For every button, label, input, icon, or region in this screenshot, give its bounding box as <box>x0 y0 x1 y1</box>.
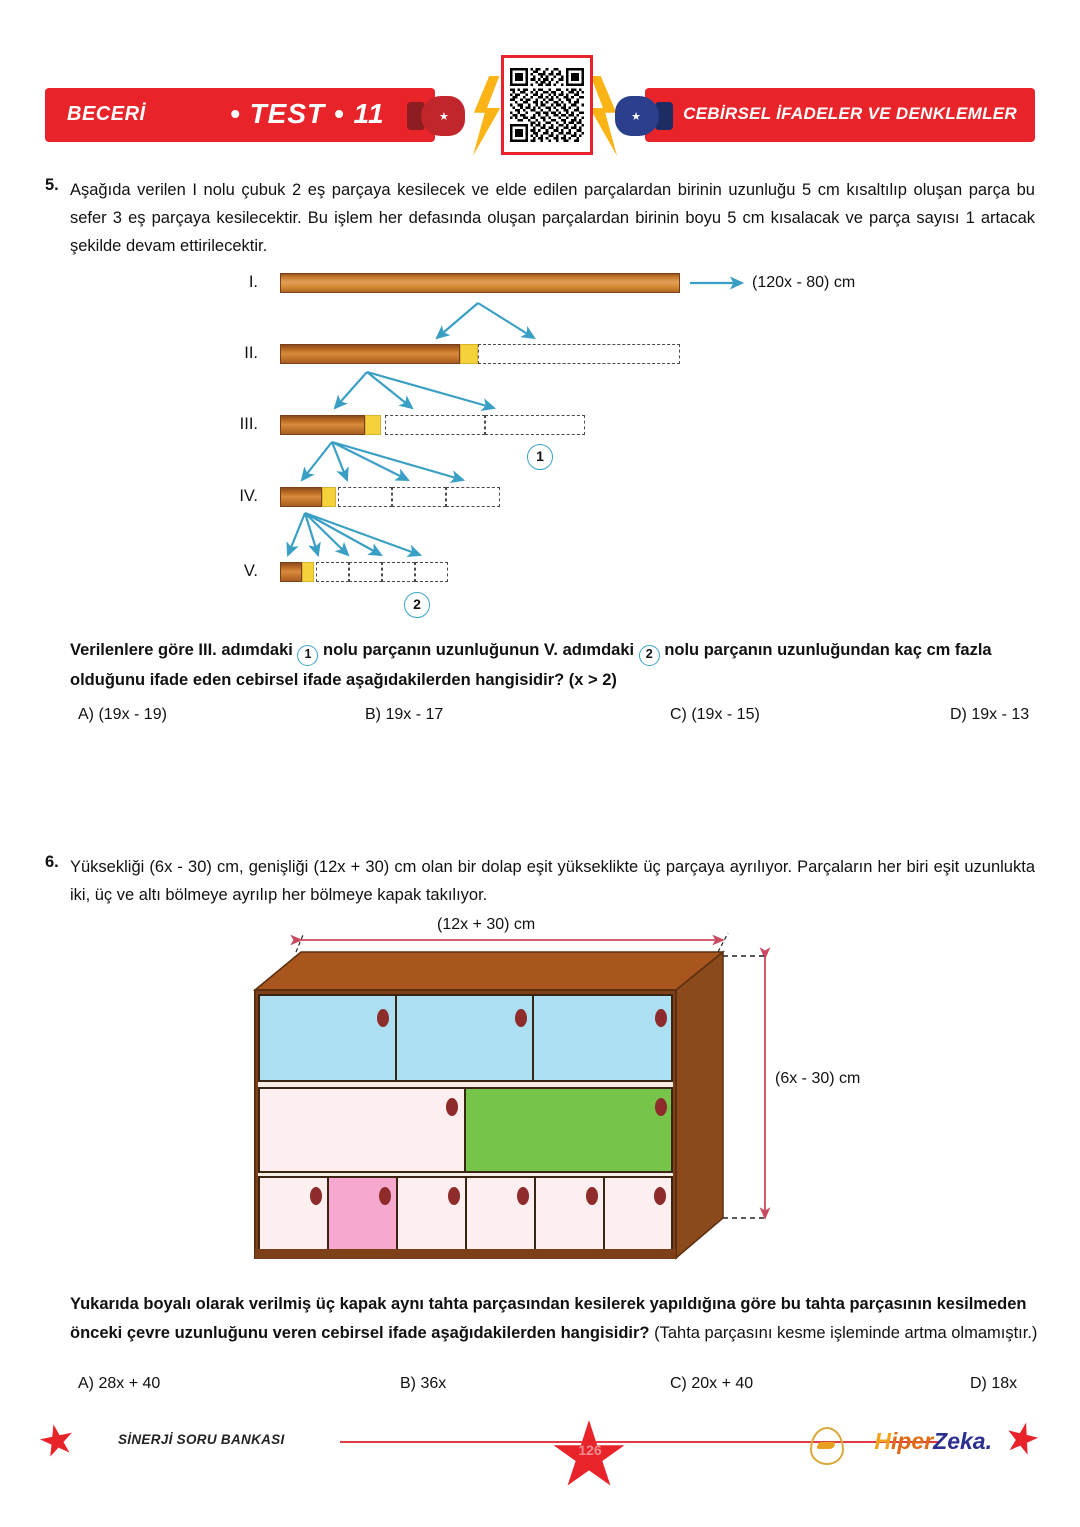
question-5-prompt-part1: Verilenlere göre III. adımdaki <box>70 641 293 659</box>
hiperzeka-logo: HiperZeka. <box>874 1428 992 1455</box>
question-5-choice-a[interactable]: A) (19x - 19) <box>78 706 167 723</box>
question-5-body: Aşağıda verilen I nolu çubuk 2 eş parçay… <box>70 181 1035 255</box>
header-bar-right <box>645 88 1035 142</box>
header-beceri-label: BECERİ <box>67 103 146 125</box>
cabinet-height-label: (6x - 30) cm <box>775 1070 861 1087</box>
rod-bar-step-4 <box>280 487 322 507</box>
question-5-prompt: Verilenlere göre III. adımdaki 1 nolu pa… <box>70 636 1060 695</box>
rod-dashed-part-3-2 <box>485 415 585 435</box>
question-6-prompt: Yukarıda boyalı olarak verilmiş üç kapak… <box>70 1290 1060 1348</box>
rod-dashed-part-5-1 <box>316 562 349 582</box>
rod-cut-marker-step-2 <box>460 344 478 364</box>
page-number: 126 <box>578 1442 602 1458</box>
rod-dashed-part-3-1 <box>385 415 485 435</box>
rod-dashed-part-5-2 <box>349 562 382 582</box>
rod-dashed-part-4-2 <box>392 487 446 507</box>
rod-step-label-3: III. <box>239 415 258 433</box>
question-5-prompt-part2: nolu parçanın uzunluğunun V. adımdaki <box>323 641 635 659</box>
rod-bar-step-5 <box>280 562 302 582</box>
question-5-prompt-marker-1: 1 <box>297 645 319 666</box>
rod-marker-1: 1 <box>527 444 553 470</box>
hiperzeka-egg-icon <box>810 1427 844 1465</box>
rod-length-annotation: (120x - 80) cm <box>752 274 856 291</box>
question-6-choice-a[interactable]: A) 28x + 40 <box>78 1375 161 1392</box>
rod-bar-step-3 <box>280 415 365 435</box>
qr-code-frame[interactable] <box>501 55 593 155</box>
question-5-number: 5. <box>45 176 59 194</box>
boxing-glove-blue-icon: ★ <box>615 96 673 136</box>
question-6-choice-c[interactable]: C) 20x + 40 <box>670 1375 754 1392</box>
question-5-choice-b[interactable]: B) 19x - 17 <box>365 706 444 723</box>
rod-marker-2: 2 <box>404 592 430 618</box>
question-6-prompt-regular: (Tahta parçasını kesme işleminde artma o… <box>654 1324 1038 1342</box>
header-bar-left <box>45 88 435 142</box>
rod-bar-step-2 <box>280 344 460 364</box>
boxing-glove-red-icon: ★ <box>407 96 465 136</box>
test-header-banner: BECERİ • TEST • 11 CEBİRSEL İFADELER VE … <box>45 55 1035 156</box>
rod-dashed-part-4-1 <box>338 487 392 507</box>
question-6-choice-b[interactable]: B) 36x <box>400 1375 447 1392</box>
question-6-body: Yüksekliği (6x - 30) cm, genişliği (12x … <box>70 858 1035 904</box>
cabinet-width-label: (12x + 30) cm <box>437 916 536 933</box>
qr-code-icon <box>510 68 584 142</box>
header-topic-label: CEBİRSEL İFADELER VE DENKLEMLER <box>683 104 1017 123</box>
rod-cut-marker-step-3 <box>365 415 381 435</box>
question-6-choice-d[interactable]: D) 18x <box>970 1375 1018 1392</box>
rod-cut-marker-step-5 <box>302 562 314 582</box>
rod-bar-step-1 <box>280 273 680 293</box>
question-5-choice-c[interactable]: C) (19x - 15) <box>670 706 760 723</box>
rod-step-label-2: II. <box>244 344 258 362</box>
question-5-prompt-part3: nolu parçanın uzunluğundan kaç cm fazla … <box>70 641 992 689</box>
question-5-prompt-marker-2: 2 <box>638 645 660 666</box>
rod-step-label-5: V. <box>243 562 258 580</box>
rod-dashed-part-5-4 <box>415 562 448 582</box>
question-5-choice-d[interactable]: D) 19x - 13 <box>950 706 1030 723</box>
logo-letter-h: H <box>874 1428 891 1454</box>
rod-dashed-part-5-3 <box>382 562 415 582</box>
footer-divider <box>340 1441 940 1443</box>
rod-step-label-4: IV. <box>239 487 258 505</box>
star-right-icon <box>1002 1419 1041 1460</box>
header-test-label: • TEST • 11 <box>230 98 385 129</box>
footer-brand-label: SİNERJİ SORU BANKASI <box>118 1432 285 1447</box>
question-6-prompt-bold: Yukarıda boyalı olarak verilmiş üç kapak… <box>70 1295 1027 1342</box>
rod-step-label-1: I. <box>248 273 258 291</box>
star-left-icon <box>37 1421 77 1461</box>
question-6-number: 6. <box>45 853 59 871</box>
rod-dashed-part-4-3 <box>446 487 500 507</box>
rod-cut-marker-step-4 <box>322 487 336 507</box>
logo-text-zeka: Zeka. <box>933 1428 992 1454</box>
rod-dashed-part-2-1 <box>478 344 680 364</box>
page-footer: SİNERJİ SORU BANKASI 126 HiperZeka. <box>37 1410 1041 1486</box>
logo-text-iper: iper <box>890 1428 934 1454</box>
